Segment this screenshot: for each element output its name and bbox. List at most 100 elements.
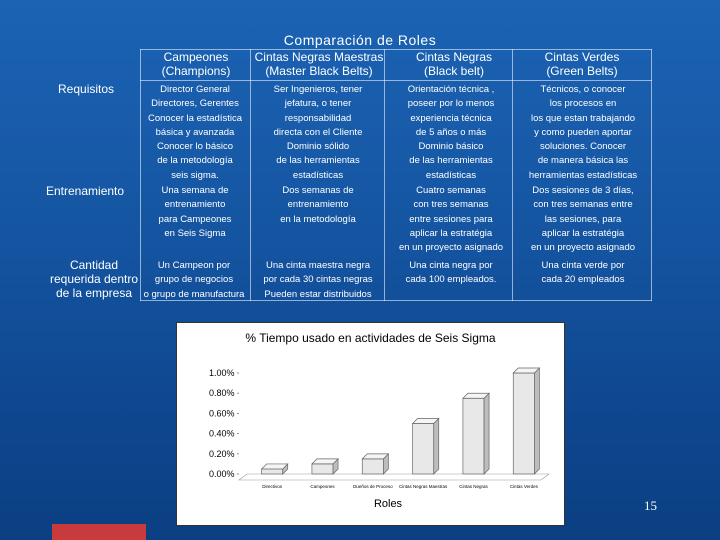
- x-tick-label: Dueños de Proceso: [353, 484, 393, 489]
- table-line-4: [512, 49, 513, 301]
- cell-cantidad-green-belts: Una cinta verde por cada 20 empleados: [520, 259, 646, 288]
- table-header-bottom-line: [140, 80, 652, 81]
- y-tick-label: 0.20%: [209, 449, 235, 459]
- cell-line: Una semana de: [161, 185, 229, 196]
- cell-line: y como pueden aportar: [534, 126, 632, 138]
- header-line: (Master Black Belts): [265, 64, 373, 78]
- cell-cantidad-black-belts: Una cinta negra por cada 100 empleados.: [390, 259, 512, 288]
- cell-line: Un Campeon por: [157, 260, 231, 271]
- bar-top: [411, 418, 440, 424]
- cell-line: Técnicos, o conocer: [540, 84, 626, 95]
- cell-line: Dos sesiones de 3 días,: [532, 185, 634, 196]
- cell-entrenamiento-master-black-belts: Dos semanas de entrenamiento en la metod…: [257, 184, 379, 227]
- time-usage-chart: % Tiempo usado en actividades de Seis Si…: [176, 322, 565, 526]
- header-line: Campeones: [163, 50, 229, 64]
- cell-line: soluciones. Conocer: [539, 141, 627, 153]
- x-tick-label: Cintas Negras: [459, 484, 488, 489]
- bar: [311, 463, 334, 475]
- table-bottom-line: [140, 300, 652, 301]
- cell-line: Cuatro semanas: [416, 185, 486, 196]
- cell-line: de 5 años o más: [415, 126, 487, 138]
- header-green-belts: Cintas Verdes (Green Belts): [520, 50, 644, 78]
- chart-title: % Tiempo usado en actividades de Seis Si…: [245, 331, 496, 345]
- cell-line: básica y avanzada: [155, 126, 235, 138]
- cell-line: directa con el Cliente: [273, 126, 363, 138]
- y-tick-label: 0.40%: [209, 429, 235, 439]
- cell-line: por cada 30 cintas negras: [263, 274, 373, 286]
- bar: [361, 458, 384, 475]
- cell-line: jefatura, o tener: [284, 98, 352, 110]
- cell-line: entre sesiones para: [409, 213, 493, 225]
- cell-line: de la metodología: [157, 155, 233, 167]
- cell-line: herramientas estadísticas: [528, 169, 638, 181]
- x-axis-title: Roles: [374, 498, 403, 510]
- row-label-cantidad: Cantidad requerida dentro de la empresa: [46, 258, 142, 300]
- x-tick-label: Campeones: [310, 484, 335, 489]
- bar: [261, 468, 284, 475]
- cell-line: Dominio sólido: [286, 141, 350, 153]
- cell-line: con tres semanas: [413, 199, 489, 211]
- cell-line: los que estan trabajando: [530, 112, 636, 124]
- slide-title: Comparación de Roles: [283, 32, 437, 48]
- row-label-line: requerida dentro: [49, 272, 139, 286]
- table-line-3: [384, 49, 385, 301]
- cell-line: estadísticas: [425, 169, 477, 181]
- cell-line: estadísticas: [292, 169, 344, 181]
- cell-line: aplicar la estratégia: [541, 227, 625, 239]
- accent-bar: [52, 524, 146, 540]
- cell-line: Dos semanas de: [282, 185, 354, 196]
- row-label-requisitos: Requisitos: [58, 82, 115, 96]
- cell-line: en un proyecto asignado: [398, 242, 504, 254]
- cell-line: Una cinta maestra negra: [265, 260, 371, 271]
- cell-line: de las herramientas: [276, 155, 360, 167]
- cell-line: Una cinta negra por: [409, 260, 493, 271]
- table-line-1: [140, 49, 141, 301]
- cell-line: en un proyecto asignado: [530, 242, 636, 254]
- header-campeones: Campeones (Champions): [134, 50, 258, 78]
- y-tick-label: 0.80%: [209, 388, 235, 398]
- cell-line: cada 100 empleados.: [405, 274, 497, 286]
- y-tick-label: 0.00%: [209, 469, 235, 479]
- bar-side: [483, 392, 490, 475]
- header-black-belts: Cintas Negras (Black belt): [392, 50, 516, 78]
- bar: [462, 397, 485, 475]
- cell-line: Director General: [160, 84, 230, 95]
- cell-line: para Campeones: [158, 213, 232, 225]
- cell-line: Ser Ingenieros, tener: [273, 84, 363, 95]
- header-line: (Green Belts): [546, 64, 618, 78]
- row-label-entrenamiento: Entrenamiento: [46, 184, 125, 198]
- cell-line: grupo de negocios: [154, 274, 234, 286]
- cell-line: experiencia técnica: [410, 112, 492, 124]
- cell-line: Conocer lo básico: [156, 141, 234, 153]
- cell-requisitos-black-belts: Orientación técnica , poseer por lo meno…: [390, 83, 512, 183]
- header-master-black-belts: Cintas Negras Maestras (Master Black Bel…: [248, 50, 390, 78]
- bar-side: [433, 417, 440, 475]
- cell-line: con tres semanas entre: [533, 199, 633, 211]
- row-label-line: de la empresa: [55, 286, 133, 300]
- cell-requisitos-green-belts: Técnicos, o conocer los procesos en los …: [520, 83, 646, 183]
- bar: [412, 423, 435, 475]
- cell-line: Orientación técnica ,: [407, 84, 495, 95]
- header-line: Cintas Negras: [415, 50, 493, 64]
- table-line-2: [250, 49, 251, 301]
- cell-line: o grupo de manufactura: [143, 288, 245, 300]
- bar-top: [462, 392, 490, 399]
- bar-top: [361, 453, 390, 460]
- cell-line: responsabilidad: [284, 112, 352, 124]
- cell-line: entrenamiento: [164, 199, 226, 211]
- table-line-5: [651, 49, 652, 301]
- cell-line: en la metodología: [280, 213, 356, 225]
- cell-cantidad-campeones: Un Campeon por grupo de negocios o grupo…: [134, 259, 254, 302]
- header-line: (Champions): [161, 64, 231, 78]
- header-line: Cintas Verdes: [544, 50, 620, 64]
- cell-line: poseer por lo menos: [407, 98, 495, 110]
- cell-line: las sesiones, para: [544, 213, 622, 225]
- bar-top: [311, 458, 339, 465]
- cell-requisitos-campeones: Director General Directores, Gerentes Co…: [134, 83, 256, 183]
- bar-top: [260, 463, 289, 470]
- cell-line: de manera básica las: [537, 155, 629, 167]
- row-label-line: Cantidad: [69, 258, 119, 272]
- x-tick-label: Cintas Negras Maestras: [399, 484, 448, 489]
- cell-entrenamiento-black-belts: Cuatro semanas con tres semanas entre se…: [390, 184, 512, 255]
- header-line: (Black belt): [423, 64, 485, 78]
